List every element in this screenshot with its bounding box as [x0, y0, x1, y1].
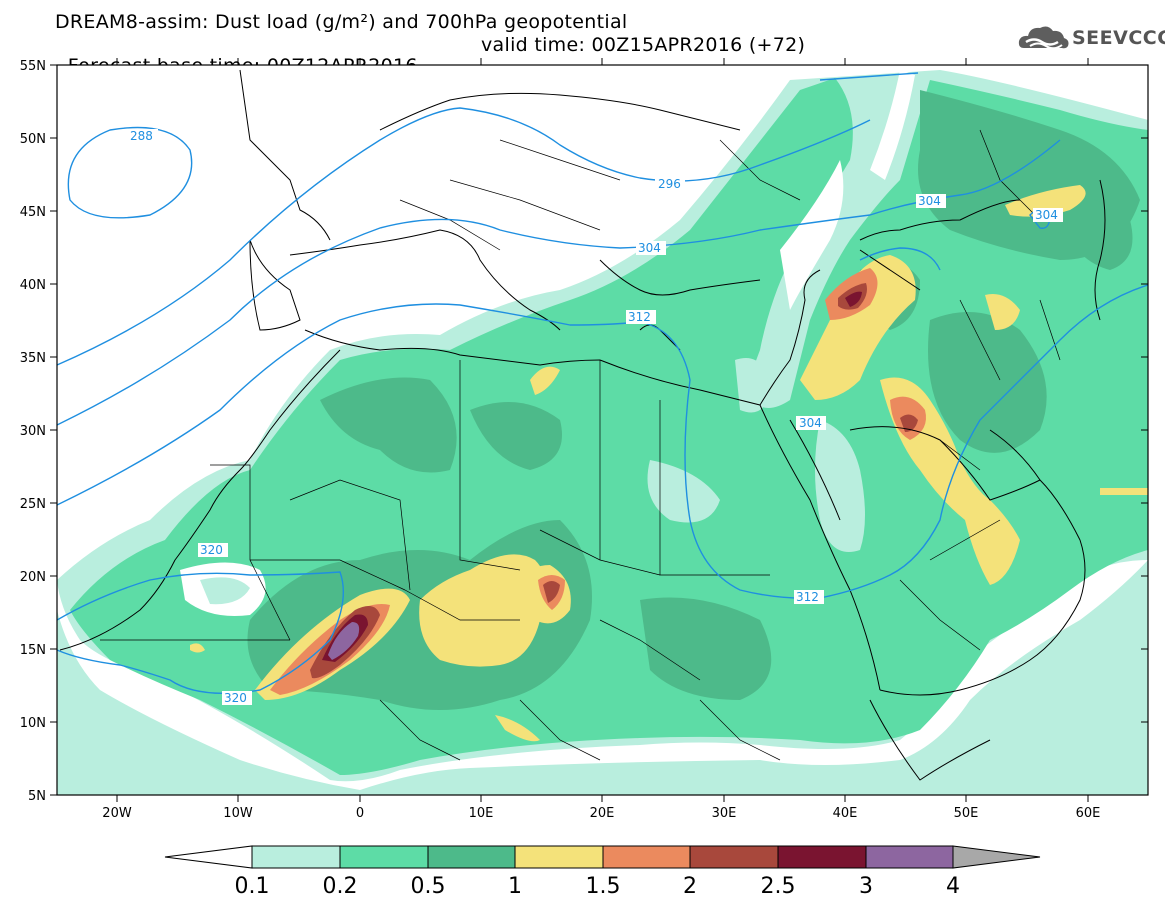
colorbar-box	[427, 845, 516, 869]
colorbar-over-triangle	[952, 845, 1041, 869]
borders	[100, 129, 1061, 761]
lat-tick-label: 5N	[28, 789, 46, 804]
contour-288	[67, 126, 193, 219]
lat-tick-label: 50N	[20, 132, 46, 147]
colorbar-box	[514, 845, 604, 869]
lat-tick-label: 40N	[20, 278, 46, 293]
colorbar-label: 2.5	[761, 874, 796, 899]
lat-tick-label: 55N	[20, 59, 46, 74]
colorbar-label: 1.5	[586, 874, 621, 899]
lat-tick-label: 30N	[20, 424, 46, 439]
coastlines	[59, 69, 1106, 781]
dust-fields: 288 296 304 304 304 304 312 312 320 320	[57, 65, 1148, 795]
logo-text: SEEVCCC	[1072, 27, 1165, 49]
contour-label: 304	[1035, 208, 1058, 222]
contour-label: 320	[200, 543, 223, 557]
colorbar-box	[339, 845, 429, 869]
colorbar: 0.1 0.2 0.5 1 1.5 2 2.5 3 4	[164, 845, 1041, 899]
colorbar-label: 0.2	[323, 874, 358, 899]
colorbar-box	[865, 845, 954, 869]
contour-label: 312	[796, 590, 819, 604]
colorbar-label: 1	[508, 874, 522, 899]
lat-tick-label: 25N	[20, 497, 46, 512]
seevccc-logo: SEEVCCC	[1018, 22, 1165, 54]
contour-label: 304	[799, 416, 822, 430]
contour-label: 312	[628, 310, 651, 324]
lon-tick-label: 20E	[590, 806, 615, 821]
colorbar-label: 3	[859, 874, 873, 899]
colorbar-label: 0.5	[411, 874, 446, 899]
colorbar-label: 4	[946, 874, 960, 899]
lon-tick-label: 0	[356, 806, 364, 821]
contour-label: 304	[638, 241, 661, 255]
cloud-logo-icon	[1018, 26, 1069, 50]
lat-tick-label: 10N	[20, 716, 46, 731]
colorbar-under-triangle	[164, 845, 253, 869]
colorbar-label: 0.1	[235, 874, 270, 899]
lon-tick-label: 20W	[102, 806, 132, 821]
contour-label: 304	[918, 194, 941, 208]
lat-tick-label: 45N	[20, 205, 46, 220]
lat-tick-label: 35N	[20, 351, 46, 366]
lat-tick-label: 20N	[20, 570, 46, 585]
lat-axis: 5N 10N 15N 20N 25N 30N 35N 40N 45N 50N 5…	[20, 59, 1148, 804]
contour-label: 296	[658, 177, 681, 191]
geopotential-contours	[57, 72, 1148, 694]
contour-label: 320	[224, 691, 247, 705]
lon-tick-label: 40E	[833, 806, 858, 821]
lon-tick-label: 50E	[954, 806, 979, 821]
contour-label: 288	[130, 129, 153, 143]
lon-tick-label: 10E	[469, 806, 494, 821]
chart-title: DREAM8-assim: Dust load (g/m²) and 700hP…	[55, 11, 628, 33]
lon-axis: 20W 10W 0 10E 20E 30E 40E 50E 60E	[102, 58, 1100, 821]
lon-tick-label: 60E	[1076, 806, 1101, 821]
lat-tick-label: 15N	[20, 643, 46, 658]
contour-labels: 288 296 304 304 304 304 312 312 320 320	[128, 129, 1063, 705]
lon-tick-label: 10W	[223, 806, 253, 821]
colorbar-box	[689, 845, 779, 869]
colorbar-label: 2	[683, 874, 697, 899]
colorbar-box	[777, 845, 867, 869]
valid-time-text: valid time: 00Z15APR2016 (+72)	[481, 34, 806, 56]
lon-tick-label: 30E	[712, 806, 737, 821]
colorbar-box	[602, 845, 691, 869]
colorbar-box	[251, 845, 341, 869]
